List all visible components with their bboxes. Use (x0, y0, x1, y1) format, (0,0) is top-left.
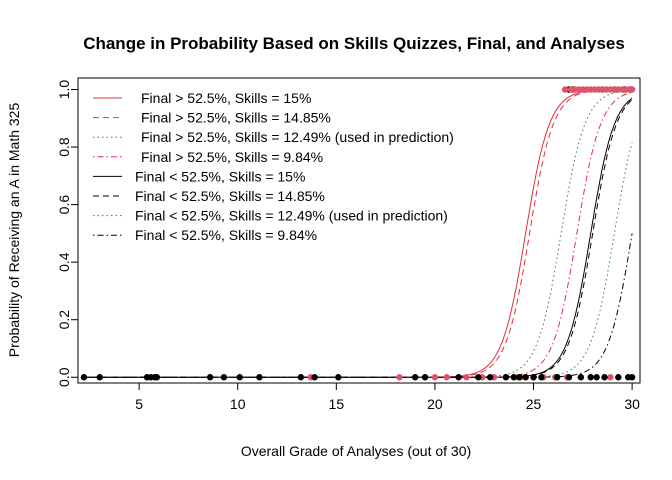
legend-label: Final > 52.5%, Skills = 9.84% (141, 149, 323, 165)
x-tick-label: 25 (526, 396, 542, 412)
data-point-black (311, 374, 318, 381)
x-tick-label: 15 (329, 396, 345, 412)
legend-label: Final > 52.5%, Skills = 12.49% (used in … (141, 129, 454, 145)
y-tick-label: 1.0 (56, 80, 72, 100)
data-point-black (587, 374, 594, 381)
data-point-black (153, 374, 161, 381)
data-point-black (553, 374, 561, 381)
data-point-black (96, 374, 103, 381)
data-point-black (455, 374, 462, 381)
data-point-black (516, 374, 523, 381)
chart-title: Change in Probability Based on Skills Qu… (83, 34, 625, 53)
data-point-black (577, 374, 585, 381)
x-axis-label: Overall Grade of Analyses (out of 30) (241, 443, 471, 459)
data-point-black (256, 374, 263, 381)
data-point-red (443, 374, 450, 381)
data-point-red (463, 374, 470, 381)
x-tick-label: 30 (624, 396, 640, 412)
data-point-black (421, 374, 429, 381)
data-point-black (628, 374, 636, 381)
data-point-black (335, 374, 342, 381)
data-point-black (486, 374, 494, 381)
data-point-black (297, 374, 305, 381)
y-axis: 0.0 0.2 0.4 0.6 0.8 1.0 (56, 80, 78, 387)
data-point-black (475, 374, 482, 381)
legend-label: Final < 52.5%, Skills = 15% (135, 168, 305, 184)
data-point-black (522, 374, 529, 381)
legend-label: Final < 52.5%, Skills = 14.85% (135, 188, 325, 204)
data-point-black (510, 374, 517, 381)
y-tick-label: 0.4 (56, 252, 72, 272)
data-point-red (607, 374, 614, 381)
data-point-black (565, 374, 573, 381)
data-point-black (220, 374, 228, 381)
legend-label: Final < 52.5%, Skills = 9.84% (135, 227, 317, 243)
data-point-black (538, 374, 545, 381)
data-points (80, 86, 636, 381)
plot-frame (77, 77, 641, 384)
y-tick-label: 0.6 (56, 195, 72, 215)
data-point-red (628, 86, 636, 93)
data-point-black (412, 374, 419, 381)
data-point-black (530, 374, 537, 381)
y-tick-label: 0.0 (56, 367, 72, 387)
data-point-red (396, 374, 403, 381)
data-point-black (206, 374, 214, 381)
x-tick-label: 5 (135, 396, 143, 412)
y-tick-label: 0.2 (56, 310, 72, 330)
legend-label: Final < 52.5%, Skills = 12.49% (used in … (135, 208, 448, 224)
data-point-black (80, 374, 88, 381)
data-point-red (431, 374, 439, 381)
data-point-black (502, 374, 510, 381)
y-axis-label: Probability of Receiving an A in Math 32… (6, 103, 22, 358)
x-tick-label: 10 (230, 396, 246, 412)
legend: Final > 52.5%, Skills = 15% Final > 52.5%… (93, 90, 454, 243)
data-point-black (615, 374, 622, 381)
y-tick-label: 0.8 (56, 137, 72, 157)
x-tick-label: 20 (427, 396, 443, 412)
data-point-black (236, 374, 243, 381)
data-point-red (561, 86, 569, 93)
legend-label: Final > 52.5%, Skills = 14.85% (141, 110, 331, 126)
data-point-black (601, 374, 608, 381)
legend-label: Final > 52.5%, Skills = 15% (141, 90, 311, 106)
data-point-black (593, 374, 600, 381)
